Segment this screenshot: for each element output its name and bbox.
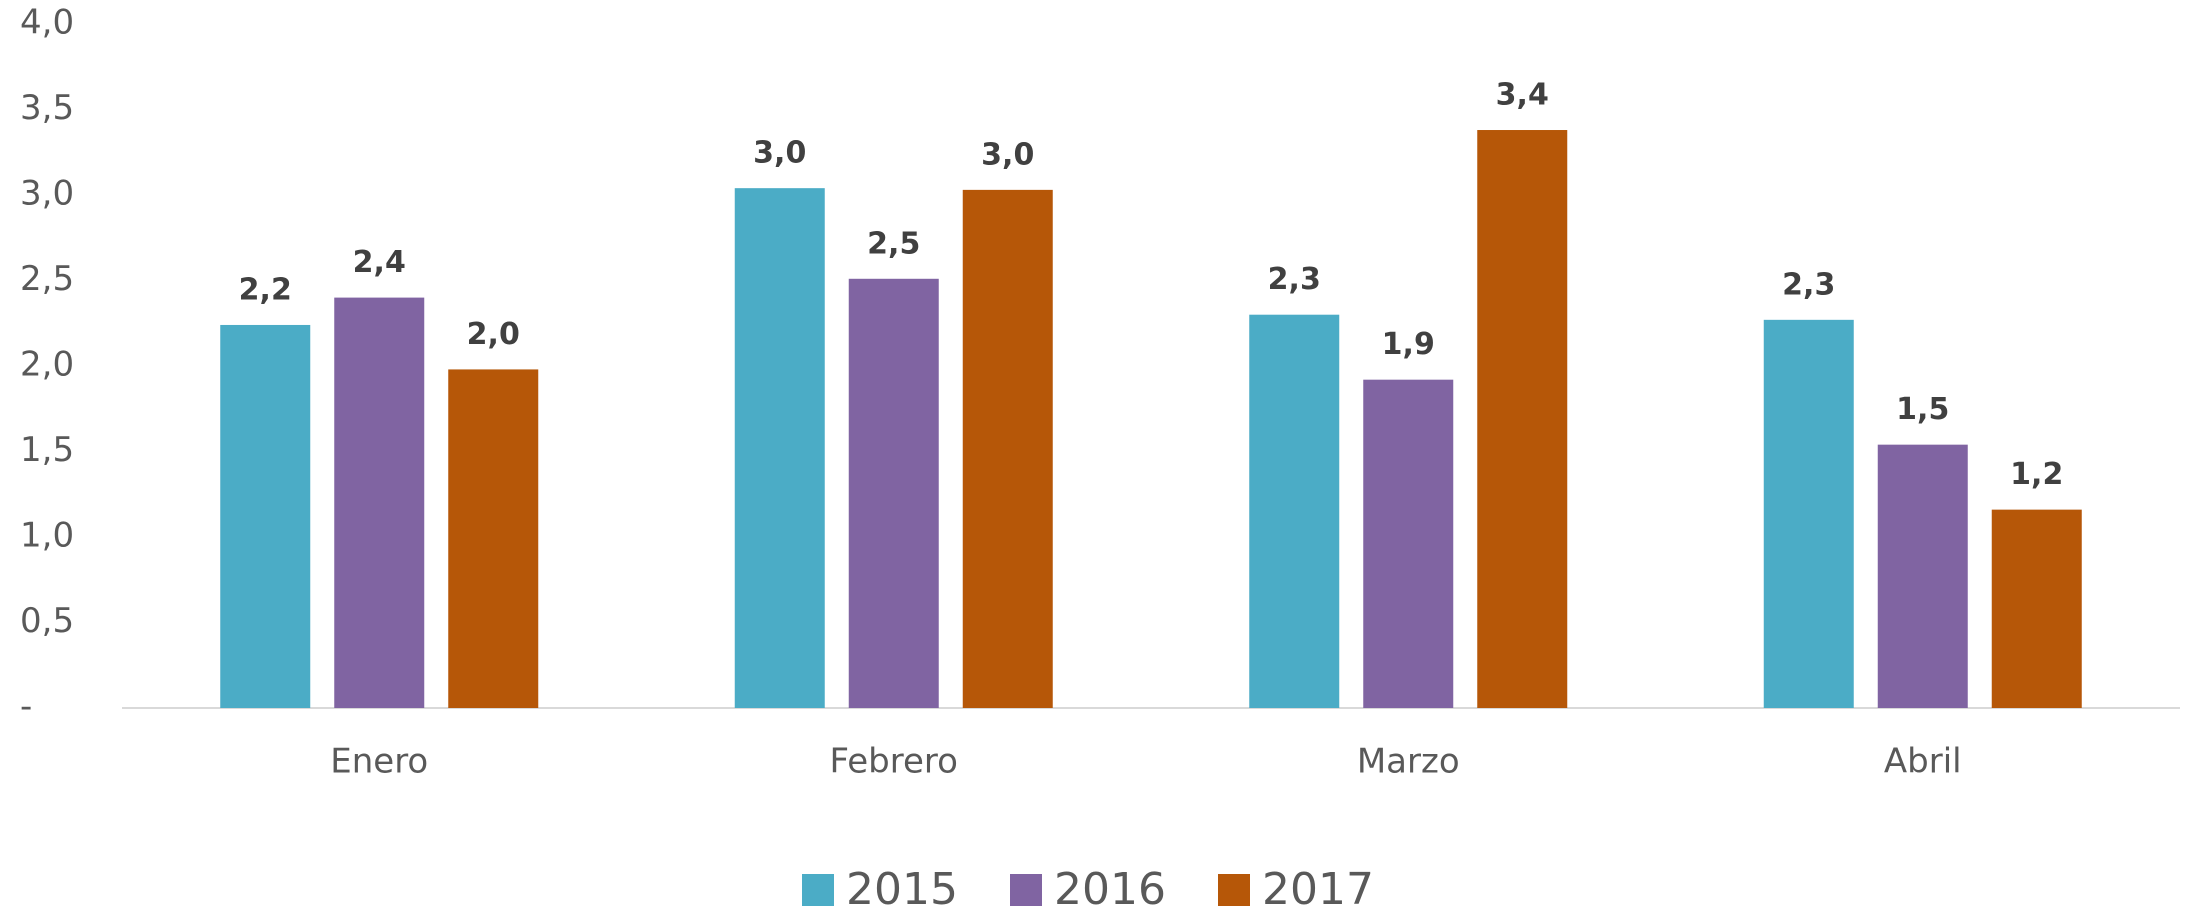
y-tick-label: 2,0 bbox=[20, 345, 74, 385]
bar bbox=[1763, 319, 1854, 708]
x-tick-label: Marzo bbox=[1357, 742, 1460, 782]
legend-label: 2017 bbox=[1262, 864, 1374, 914]
x-tick-label: Abril bbox=[1884, 742, 1962, 782]
data-label: 2,0 bbox=[467, 317, 520, 352]
bar bbox=[448, 369, 539, 708]
data-label: 1,2 bbox=[2010, 457, 2063, 492]
data-label: 2,5 bbox=[867, 226, 920, 261]
data-label: 2,3 bbox=[1268, 262, 1321, 297]
data-label: 3,4 bbox=[1496, 78, 1549, 113]
data-label: 2,2 bbox=[239, 272, 292, 307]
data-label: 1,9 bbox=[1382, 327, 1435, 362]
bar bbox=[334, 297, 425, 708]
data-label: 2,3 bbox=[1782, 267, 1835, 302]
bar bbox=[1363, 379, 1454, 708]
bar bbox=[1877, 444, 1968, 708]
y-tick-label: 0,5 bbox=[20, 601, 74, 641]
y-tick-label: 1,5 bbox=[20, 430, 74, 470]
legend-label: 2016 bbox=[1054, 864, 1166, 914]
data-label: 1,5 bbox=[1896, 392, 1949, 427]
legend-swatch bbox=[1218, 874, 1250, 906]
data-label: 3,0 bbox=[981, 137, 1034, 172]
bar bbox=[734, 188, 825, 708]
y-tick-label: 4,0 bbox=[20, 3, 74, 43]
x-tick-label: Enero bbox=[330, 742, 428, 782]
bar bbox=[1991, 509, 2082, 708]
y-tick-label: 3,0 bbox=[20, 174, 74, 214]
data-label: 3,0 bbox=[753, 136, 806, 171]
y-tick-label: - bbox=[20, 687, 32, 727]
data-label: 2,4 bbox=[353, 245, 406, 280]
bar bbox=[1249, 314, 1340, 708]
y-tick-label: 3,5 bbox=[20, 88, 74, 128]
bar bbox=[848, 278, 939, 708]
legend-swatch bbox=[1010, 874, 1042, 906]
y-tick-label: 2,5 bbox=[20, 259, 74, 299]
bar bbox=[1477, 130, 1568, 708]
y-tick-label: 1,0 bbox=[20, 516, 74, 556]
bar bbox=[220, 324, 311, 708]
x-tick-label: Febrero bbox=[830, 742, 958, 782]
legend-swatch bbox=[802, 874, 834, 906]
legend-label: 2015 bbox=[846, 864, 958, 914]
bar bbox=[962, 189, 1053, 708]
